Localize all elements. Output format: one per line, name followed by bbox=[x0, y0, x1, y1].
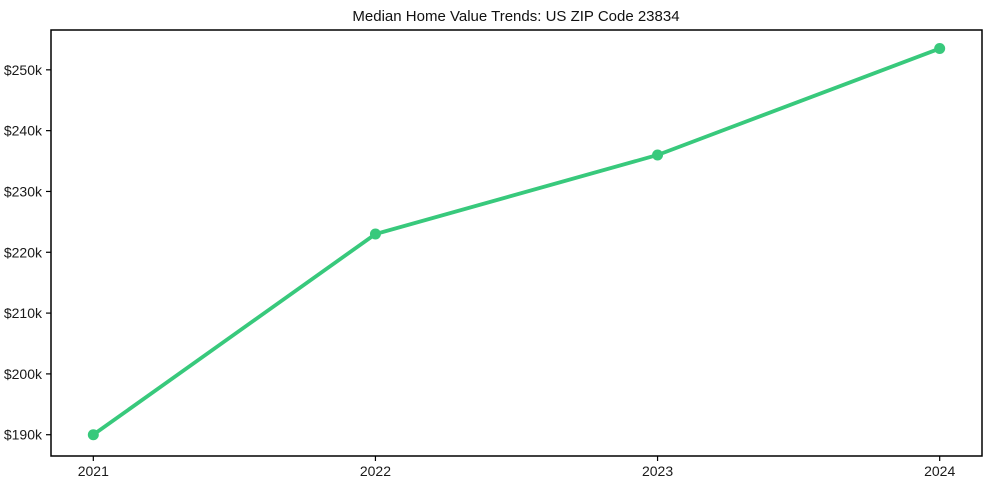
y-axis-tick-label: $240k bbox=[4, 123, 43, 139]
data-point-marker bbox=[87, 429, 99, 441]
y-axis-tick-label: $210k bbox=[4, 305, 43, 321]
y-axis-tick-label: $230k bbox=[4, 183, 43, 199]
y-axis-tick-label: $190k bbox=[4, 427, 43, 443]
y-axis-tick-label: $200k bbox=[4, 366, 43, 382]
x-axis-tick-label: 2023 bbox=[642, 463, 673, 479]
chart-title: Median Home Value Trends: US ZIP Code 23… bbox=[352, 8, 679, 25]
x-axis-tick-label: 2022 bbox=[360, 463, 391, 479]
data-point-marker bbox=[934, 43, 946, 55]
trend-line bbox=[91, 46, 942, 437]
x-axis-tick-label: 2021 bbox=[78, 463, 109, 479]
data-point-marker bbox=[652, 149, 664, 161]
plot-border bbox=[50, 29, 983, 457]
y-axis-tick-label: $250k bbox=[4, 62, 43, 78]
data-point-marker bbox=[369, 228, 381, 240]
y-axis-tick-label: $220k bbox=[4, 244, 43, 260]
x-axis-tick-label: 2024 bbox=[924, 463, 955, 479]
plot-area: $190k $200k $210k $220k $230k $240k $250k 2021 2… bbox=[4, 29, 983, 479]
